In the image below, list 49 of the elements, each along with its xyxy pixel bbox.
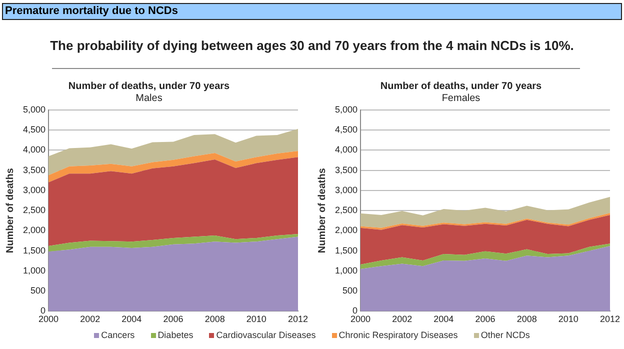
y-tick-label: 3,500 <box>334 164 358 175</box>
y-tick-label: 4,500 <box>334 124 358 135</box>
y-tick-label: 5,000 <box>334 104 358 114</box>
x-tick-label: 2006 <box>475 314 496 324</box>
x-tick-label: 2012 <box>288 314 308 324</box>
y-tick-label: 3,500 <box>22 164 46 175</box>
y-tick-label: 1,500 <box>334 245 358 256</box>
x-tick-label: 2004 <box>122 314 142 324</box>
x-tick-label: 2002 <box>80 314 100 324</box>
text: The probability of dying between ages 30 and 70 years from the 4 main NCDs is 10%. <box>49 38 575 53</box>
legend-label: Chronic Respiratory Diseases <box>338 330 458 340</box>
text: Premature mortality due to NCDs <box>2 3 622 20</box>
x-tick-label: 2000 <box>38 314 59 324</box>
x-tick-label: 2008 <box>204 314 225 324</box>
x-tick-label: 2012 <box>600 314 620 324</box>
y-tick-label: 1,000 <box>334 265 358 276</box>
y-tick-label: 0 <box>352 306 358 316</box>
y-tick-label: 500 <box>30 286 46 296</box>
legend-label: Other NCDs <box>480 330 530 340</box>
y-tick-label: 3,000 <box>22 184 46 195</box>
chart-title: Number of deaths, under 70 years <box>68 80 230 92</box>
y-tick-label: 3,000 <box>334 184 358 195</box>
y-axis-title: Number of deaths <box>316 168 328 254</box>
y-tick-label: 0 <box>40 306 46 316</box>
x-tick-label: 2008 <box>516 314 537 324</box>
x-tick-label: 2000 <box>350 314 371 324</box>
y-tick-label: 4,000 <box>22 144 46 155</box>
y-tick-label: 2,000 <box>334 225 358 236</box>
y-tick-label: 5,000 <box>22 104 46 114</box>
legend-label: Diabetes <box>156 330 194 340</box>
y-tick-label: 4,000 <box>334 144 358 155</box>
legend-label: Cardiovascular Diseases <box>215 330 316 340</box>
y-tick-label: 4,500 <box>22 124 46 135</box>
x-tick-label: 2010 <box>558 314 578 324</box>
x-tick-label: 2002 <box>392 314 412 324</box>
y-tick-label: 2,500 <box>22 205 46 216</box>
x-tick-label: 2006 <box>163 314 184 324</box>
chart-subtitle: Females <box>442 92 480 104</box>
y-tick-label: 1,000 <box>22 265 46 276</box>
x-tick-label: 2010 <box>246 314 266 324</box>
x-tick-label: 2004 <box>434 314 454 324</box>
chart-title: Number of deaths, under 70 years <box>380 80 542 92</box>
y-axis-title: Number of deaths <box>4 168 16 254</box>
legend-label: Cancers <box>100 330 135 340</box>
y-tick-label: 2,500 <box>334 205 358 216</box>
y-tick-label: 1,500 <box>22 245 46 256</box>
chart-subtitle: Males <box>136 92 162 104</box>
y-tick-label: 500 <box>342 286 358 296</box>
y-tick-label: 2,000 <box>22 225 46 236</box>
